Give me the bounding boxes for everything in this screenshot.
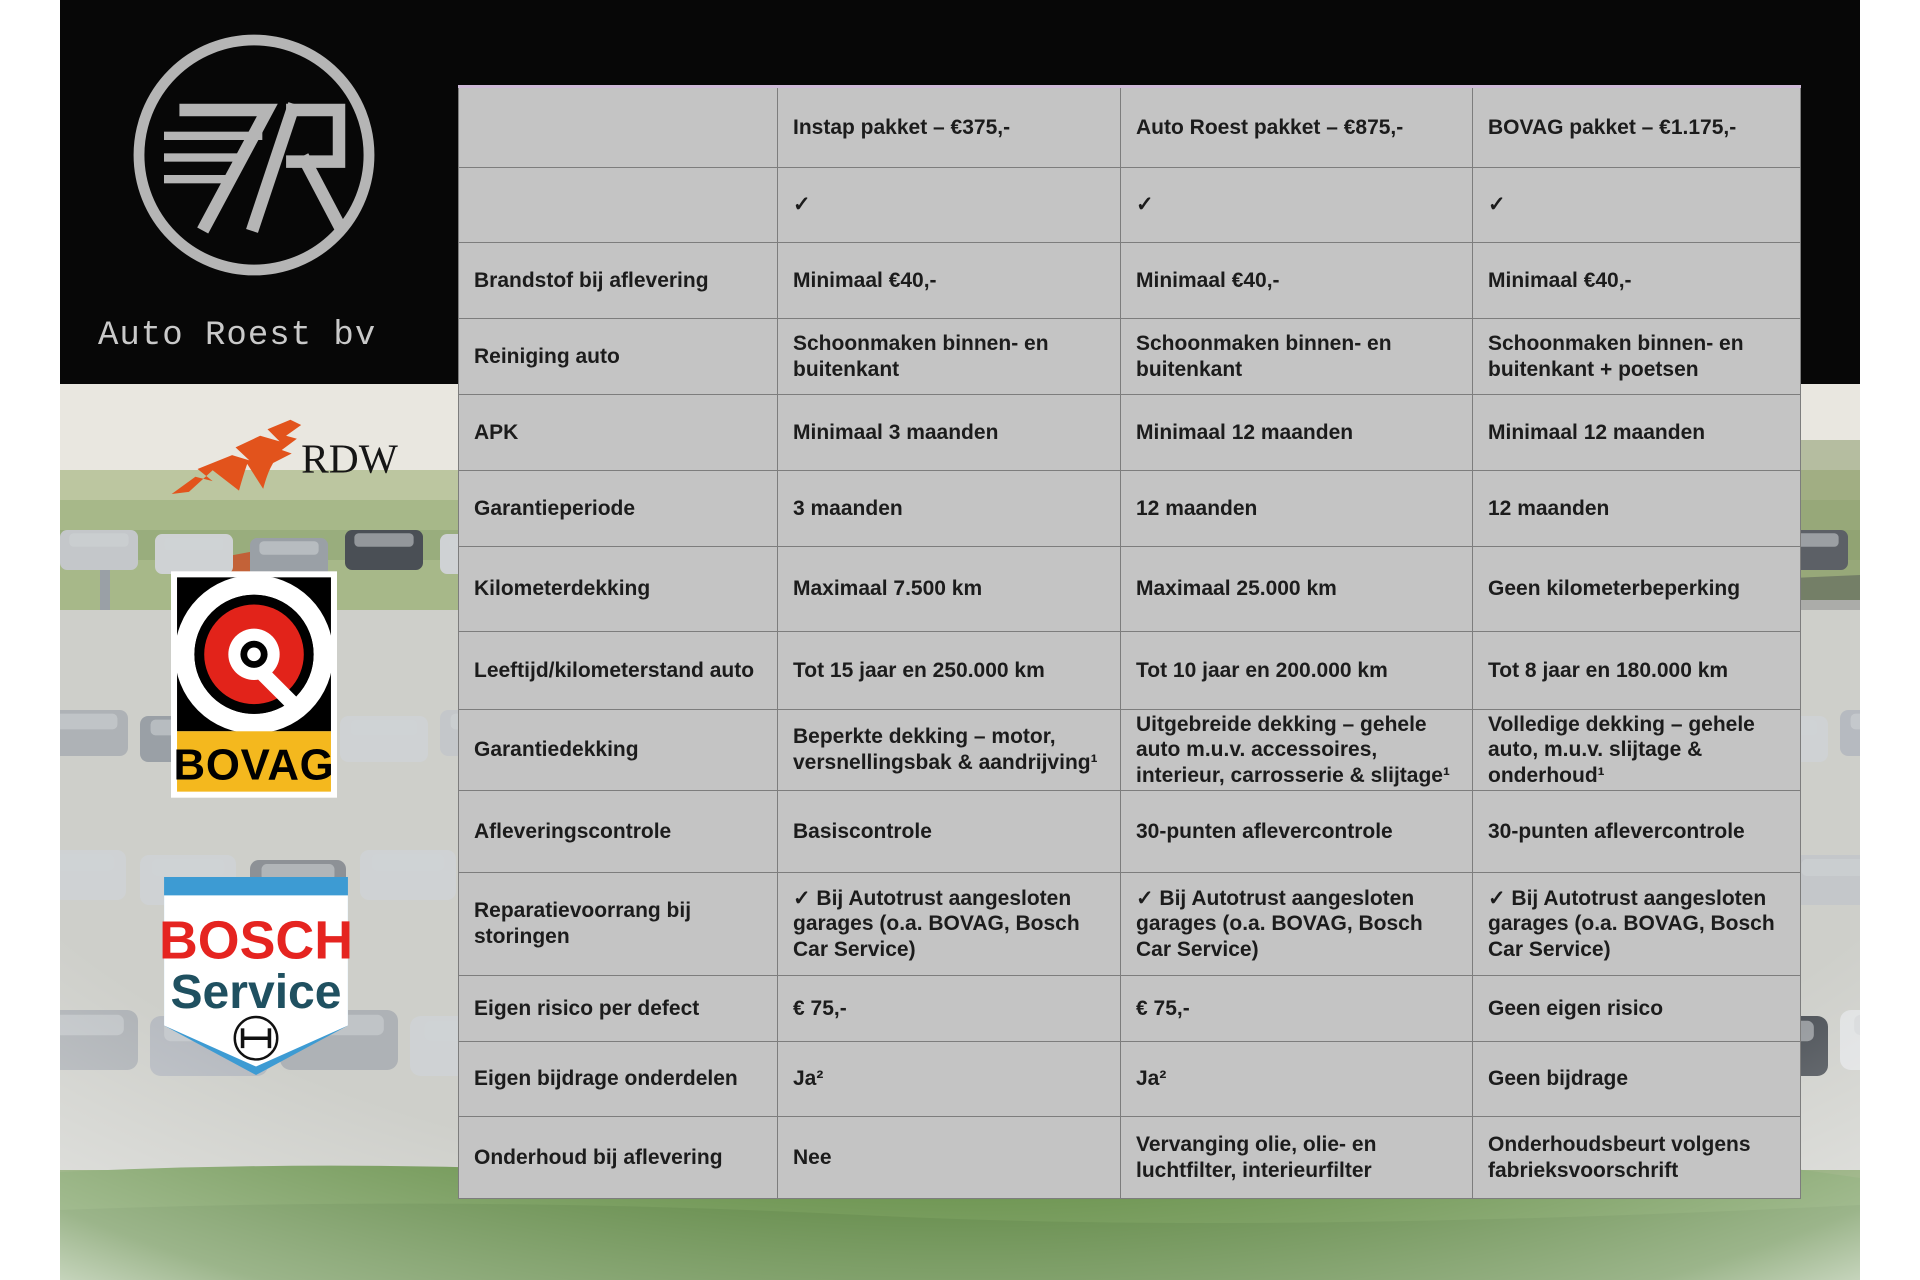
svg-text:Service: Service [170,965,341,1019]
svg-text:RDW: RDW [301,435,399,481]
svg-text:BOVAG: BOVAG [174,741,335,790]
svg-text:BOSCH: BOSCH [159,910,353,970]
